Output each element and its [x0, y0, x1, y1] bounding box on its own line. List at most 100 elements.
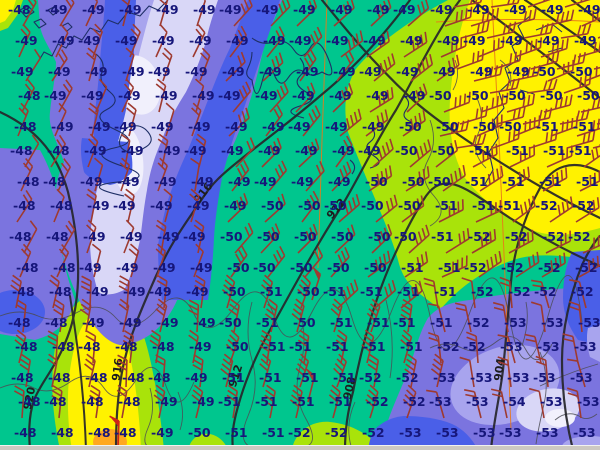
wind-barb	[372, 138, 394, 168]
temperature-label: -50	[399, 119, 422, 134]
wind-barb	[191, 384, 204, 419]
temperature-label: -49	[184, 143, 207, 158]
temperature-label: -49	[221, 143, 244, 158]
temperature-label: -48	[81, 394, 104, 409]
fill-blue-rightedge	[563, 250, 600, 345]
temperature-label: -53	[470, 370, 493, 385]
wind-barb	[407, 0, 430, 27]
wind-barb	[270, 0, 291, 27]
temperature-label: -49	[48, 64, 71, 79]
wind-barb	[51, 385, 63, 419]
temperature-label: -49	[183, 229, 206, 244]
temperature-label: -53	[573, 425, 596, 440]
temperature-label: -49	[151, 425, 174, 440]
wind-barb	[531, 279, 550, 309]
temperature-label: -49	[291, 174, 314, 189]
temperature-label: -49	[292, 88, 315, 103]
wind-barb	[515, 251, 540, 278]
temperature-label: -53	[537, 339, 560, 354]
fill-yellow-corner	[0, 0, 16, 23]
wind-barb	[95, 78, 108, 113]
wind-barb	[229, 25, 247, 58]
wind-barb	[55, 24, 69, 58]
temperature-label: -48	[9, 229, 32, 244]
temperature-label: -48	[53, 260, 76, 275]
temperature-label: -49	[79, 260, 102, 275]
wind-barb	[592, 145, 600, 149]
wind-barb	[16, 190, 33, 223]
temperature-label: -51	[333, 370, 356, 385]
wind-barb	[575, 197, 600, 223]
wind-barb	[470, 7, 500, 27]
temperature-label: -49	[190, 260, 213, 275]
wind-barb	[59, 0, 75, 27]
wind-barb	[220, 353, 234, 388]
temperature-label: -50	[188, 425, 211, 440]
wind-barb	[441, 255, 468, 278]
temperature-label: -48	[78, 339, 101, 354]
wind-barb	[124, 188, 135, 223]
temperature-label: -50	[261, 198, 284, 213]
temperature-label: -51	[292, 394, 315, 409]
temperature-label: -53	[507, 370, 530, 385]
temperature-label: -52	[575, 260, 598, 275]
temperature-label: -49	[537, 33, 560, 48]
wind-barb	[122, 329, 135, 364]
wind-barb	[506, 93, 536, 113]
temperature-label: -53	[577, 394, 600, 409]
border	[0, 275, 583, 360]
wind-barb	[53, 298, 65, 333]
wind-barb	[400, 329, 413, 364]
temperature-label: -49	[148, 64, 171, 79]
wind-barb	[480, 92, 509, 113]
temperature-label: -53	[433, 370, 456, 385]
temperature-label: -49	[470, 64, 493, 79]
wind-barb	[116, 384, 128, 419]
fill-lavender-br2	[586, 324, 600, 362]
temperature-label: -49	[289, 33, 312, 48]
wind-barb	[530, 301, 546, 333]
wind-barb	[19, 353, 32, 388]
temperature-label: -49	[186, 284, 209, 299]
temperature-label: -51	[438, 260, 461, 275]
temperature-label: -50	[473, 119, 496, 134]
temperature-label: -48	[12, 284, 35, 299]
temperature-label: -49	[396, 64, 419, 79]
temperature-label: -49	[500, 33, 523, 48]
temperature-label: -50	[570, 64, 593, 79]
wind-barb	[439, 119, 470, 137]
temperature-label: -49	[153, 260, 176, 275]
temperature-label: -48	[14, 119, 37, 134]
temperature-label: -49	[263, 33, 286, 48]
wind-barb	[569, 279, 587, 309]
temperature-label: -49	[156, 315, 179, 330]
temperature-label: -48	[43, 174, 66, 189]
temperature-label: -50	[361, 198, 384, 213]
temperature-label: -49	[45, 2, 68, 17]
temperature-label: -49	[185, 64, 208, 79]
temperature-label: -50	[290, 260, 313, 275]
temperature-label: -51	[259, 370, 282, 385]
temperature-label: -50	[327, 260, 350, 275]
wind-barb	[373, 53, 396, 82]
temperature-label: -49	[262, 119, 285, 134]
temperature-label: -48	[11, 370, 34, 385]
temperature-label: -48	[46, 229, 69, 244]
wind-barb	[265, 104, 283, 137]
wind-barb	[366, 298, 381, 333]
wind-barb	[507, 8, 537, 27]
temperature-label: -51	[222, 370, 245, 385]
coastline	[246, 37, 333, 95]
wind-barb	[361, 329, 375, 364]
wind-barb	[426, 389, 445, 419]
temperature-label: -52	[542, 229, 565, 244]
temperature-label: -49	[256, 2, 279, 17]
temperature-label: -49	[325, 119, 348, 134]
temperature-label: -50	[466, 88, 489, 103]
wind-barb	[304, 246, 324, 278]
temperature-label: -49	[185, 370, 208, 385]
temperature-label: -50	[429, 88, 452, 103]
wind-barb	[475, 200, 502, 223]
temperature-label: -49	[358, 143, 381, 158]
temperature-label: -50	[294, 229, 317, 244]
